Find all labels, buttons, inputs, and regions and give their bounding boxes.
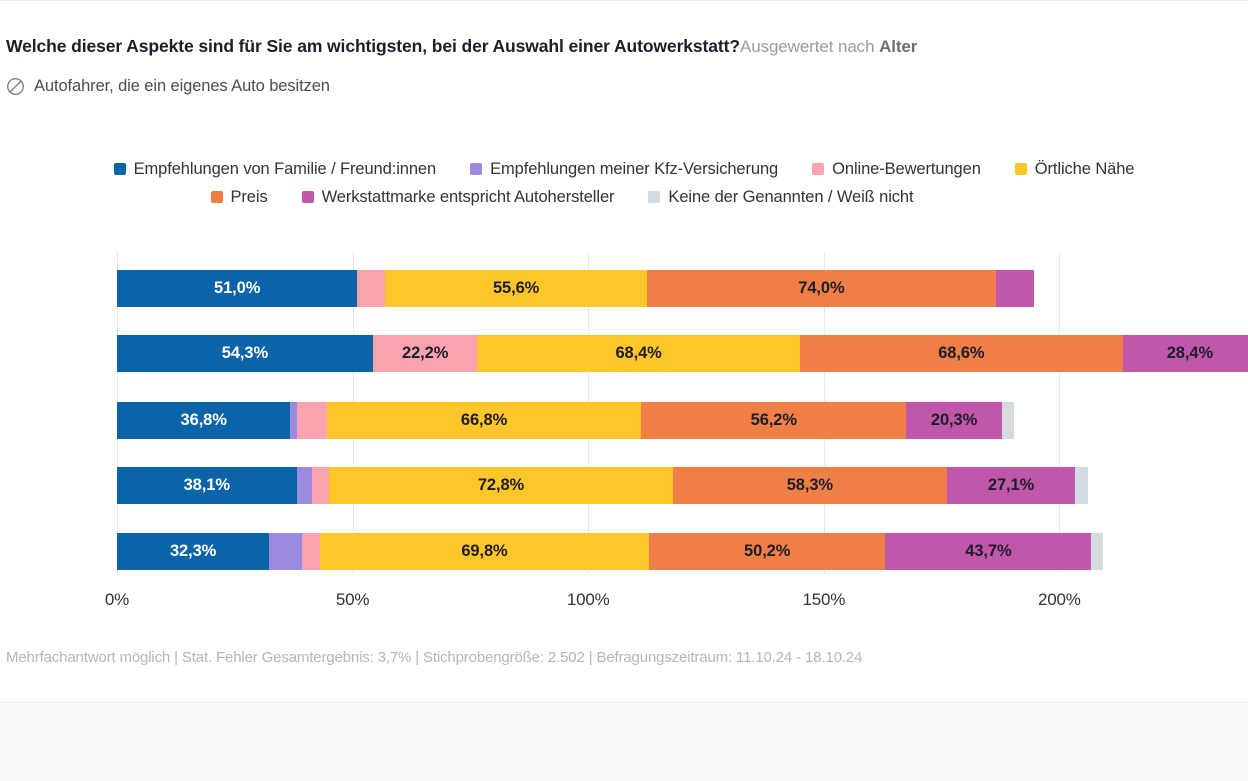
target-group: Autofahrer, die ein eigenes Auto besitze… [6,77,330,96]
bar-segment-value: 50,2% [744,542,791,560]
x-axis-tick: 100% [566,590,610,609]
breakdown-prefix: Ausgewertet nach [739,37,880,56]
legend-item-label: Werkstattmarke entspricht Autohersteller [321,187,615,206]
chart-header: Welche dieser Aspekte sind für Sie am wi… [6,36,1248,57]
bar-segment-value: 68,6% [938,344,985,362]
bar-segment[interactable]: 43,7% [885,533,1092,570]
x-axis-tick: 150% [802,590,846,609]
bar-segment-value: 55,6% [492,279,540,297]
bar-segment[interactable] [290,402,297,439]
bar-segment[interactable]: 36,8% [117,402,291,439]
x-axis-tick: 200% [1038,590,1081,609]
chart-legend: Empfehlungen von Familie / Freund:innen E… [0,155,1248,211]
bar-segment[interactable]: 58,3% [672,467,948,504]
bar-segment[interactable]: 50,2% [648,533,886,570]
bar-segment[interactable]: 66,8% [326,402,642,439]
legend-swatch-icon [470,163,483,175]
bar-segment[interactable]: 72,8% [329,467,673,504]
legend-swatch-icon [301,191,314,203]
bar-segment[interactable] [357,270,386,307]
stacked-bar[interactable]: 32,3% 69,8% 50,2% 43,7% [117,533,1104,570]
legend-row-2: Preis Werkstattmarke entspricht Autoherst… [0,183,1248,211]
bar-segment-value: 72,8% [477,476,525,494]
bar-segment-value: 68,4% [615,344,662,362]
x-axis-tick: 0% [104,590,130,609]
bar-segment[interactable]: 20,3% [906,402,1002,439]
legend-item-label: Preis [230,187,268,206]
bar-segment[interactable] [1091,533,1104,570]
bar-segment-value: 51,0% [214,279,261,297]
x-axis-tick: 50% [335,590,370,609]
bar-segment[interactable] [296,402,327,439]
bar-segment-value: 58,3% [786,476,834,494]
bar-segment-value: 74,0% [798,279,845,297]
bar-segment[interactable] [269,533,303,570]
bar-segment[interactable]: 54,3% [117,335,373,372]
breakdown-value: Alter [879,37,918,56]
page-title: Welche dieser Aspekte sind für Sie am wi… [6,36,740,56]
bar-segment[interactable]: 68,4% [477,335,800,372]
bar-segment[interactable]: 22,2% [372,335,478,372]
legend-item[interactable]: Online-Bewertungen [812,160,981,179]
stacked-bar[interactable]: 38,1% 72,8% 58,3% 27,1% [117,467,1089,504]
bar-segment[interactable]: 68,6% [799,335,1123,372]
bar-segment[interactable]: 56,2% [641,402,907,439]
bar-segment[interactable] [995,270,1034,307]
legend-item[interactable]: Örtliche Nähe [1014,159,1135,179]
stacked-bar[interactable]: 51,0% 55,6% 74,0% [117,270,1034,307]
legend-swatch-icon [210,191,223,203]
bar-segment-value: 36,8% [180,411,227,429]
bar-segment[interactable] [1001,402,1015,439]
bar-segment-value: 69,8% [461,542,508,560]
bar-segment-value: 22,2% [402,344,449,362]
legend-swatch-icon [113,163,126,175]
top-divider [0,0,1248,1]
stacked-bar[interactable]: 54,3% 22,2% 68,4% 68,6% 28,4% [117,335,1248,372]
legend-row-1: Empfehlungen von Familie / Freund:innen E… [0,155,1248,183]
legend-swatch-icon [1014,163,1027,175]
bar-segment[interactable]: 32,3% [117,533,270,570]
bar-segment-value: 54,3% [221,344,269,362]
legend-item-label: Empfehlungen von Familie / Freund:innen [133,159,437,178]
bar-segment[interactable]: 69,8% [320,533,649,570]
bottom-panel [0,702,1248,781]
bar-segment[interactable]: 51,0% [117,270,358,307]
legend-item[interactable]: Empfehlungen von Familie / Freund:innen [113,159,437,179]
legend-swatch-icon [648,191,661,203]
bar-segment-value: 56,2% [750,411,797,429]
bar-segment[interactable]: 28,4% [1122,335,1248,372]
bar-segment[interactable]: 27,1% [947,467,1075,504]
bar-segment[interactable] [311,467,330,504]
bar-segment[interactable]: 38,1% [117,467,297,504]
legend-item-label: Örtliche Nähe [1034,159,1135,178]
legend-item[interactable]: Keine der Genannten / Weiß nicht [648,187,914,207]
stacked-bar[interactable]: 36,8% 66,8% 56,2% 20,3% [117,402,1015,439]
bar-segment-value: 20,3% [930,411,978,429]
bar-segment[interactable]: 74,0% [647,270,996,307]
legend-item[interactable]: Empfehlungen meiner Kfz-Versicherung [470,160,778,179]
bar-segment[interactable] [302,533,321,570]
legend-item-label: Empfehlungen meiner Kfz-Versicherung [490,159,779,178]
bar-segment-value: 66,8% [460,411,508,429]
bar-segment-value: 38,1% [183,476,230,494]
bar-segment-value: 43,7% [965,542,1012,560]
bar-segment-value: 28,4% [1166,344,1214,362]
bar-segment[interactable] [1074,467,1089,504]
legend-item-label: Online-Bewertungen [832,159,981,178]
target-group-label: Autofahrer, die ein eigenes Auto besitze… [34,77,330,95]
stacked-bar-chart: 18 - 2951,0%55,6%74,0%30 - 3954,3%22,2%6… [0,248,1248,578]
x-axis: 0% 50% 100% 150% 200% [0,590,1248,614]
gridline [1059,252,1061,574]
legend-item[interactable]: Werkstattmarke entspricht Autohersteller [301,187,615,207]
legend-item-label: Keine der Genannten / Weiß nicht [668,187,914,206]
bar-segment[interactable] [296,467,312,504]
bar-segment[interactable]: 55,6% [385,270,648,307]
bar-segment-value: 32,3% [169,542,217,560]
no-entry-icon [6,77,25,96]
chart-footnote: Mehrfachantwort möglich | Stat. Fehler G… [6,649,863,666]
bar-segment-value: 27,1% [987,476,1035,494]
legend-item[interactable]: Preis [210,187,268,207]
legend-swatch-icon [812,163,825,175]
plot-area: 18 - 2951,0%55,6%74,0%30 - 3954,3%22,2%6… [117,248,1248,578]
